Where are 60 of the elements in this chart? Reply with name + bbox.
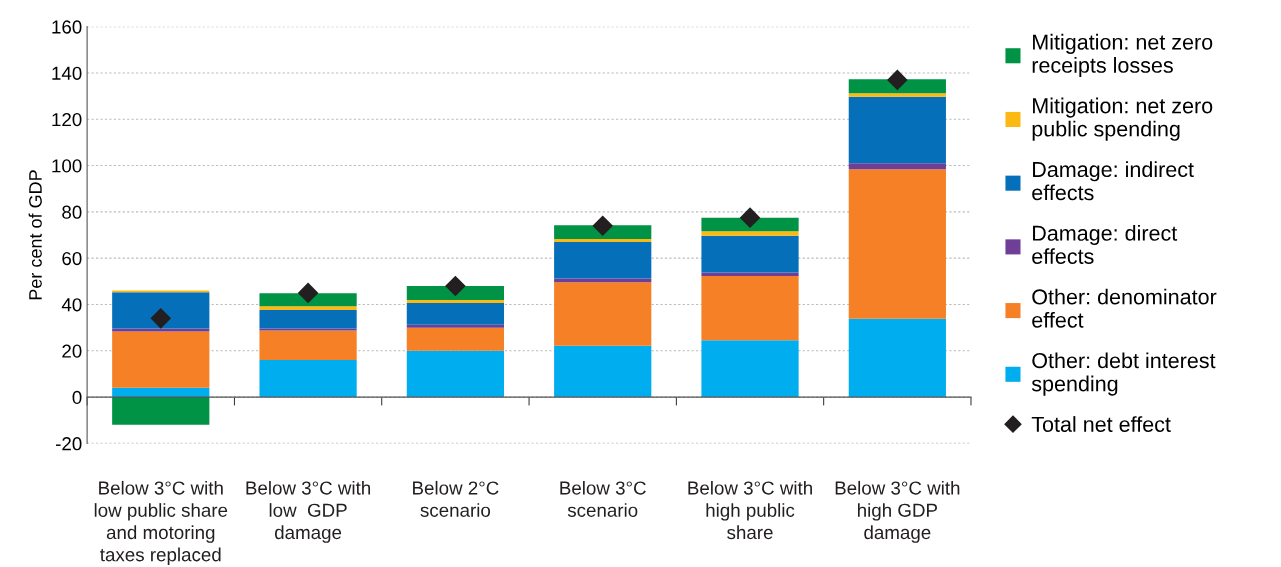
point: [887, 69, 908, 91]
bar: [848, 93, 946, 97]
bar: [112, 328, 210, 332]
y-tick-label: 20: [62, 344, 82, 358]
point: [592, 215, 614, 237]
bar: [406, 324, 505, 328]
bar: [259, 310, 357, 329]
bar: [406, 303, 505, 325]
bar: [554, 345, 652, 398]
y-tick-label: 0: [72, 390, 82, 405]
x-tick-label: Below 3°C with low GDP damage: [246, 480, 371, 543]
x-tick-label: Below 3°C with high GDP damage: [835, 480, 960, 543]
bar: [701, 231, 799, 236]
bar: [554, 241, 652, 279]
y-axis-title: Per cent of GDP: [28, 170, 42, 300]
legend-label: Other: debt interest spending: [1031, 352, 1216, 396]
bar: [259, 330, 357, 361]
y-tick-label: 40: [61, 298, 82, 312]
y-tick-label: 140: [52, 66, 82, 80]
bar: [701, 235, 799, 273]
bar: [848, 79, 946, 94]
y-tick-label: 60: [62, 251, 82, 266]
bar: [554, 225, 652, 239]
y-tick-label: 120: [52, 112, 82, 127]
bar: [701, 340, 799, 398]
bar: [259, 293, 357, 307]
legend-label: Total net effect: [1031, 416, 1171, 432]
bar: [848, 96, 946, 164]
y-tick-label: -20: [55, 437, 82, 451]
bar: [848, 169, 946, 319]
y-tick-label: 160: [52, 20, 82, 34]
legend-label: Other: denominator effect: [1032, 288, 1217, 328]
bar: [112, 397, 210, 425]
bar: [259, 360, 357, 398]
bar: [406, 285, 505, 301]
bar: [406, 300, 505, 304]
x-tick-label: Below 3°C with low public share and motoring taxes replaced: [94, 480, 228, 566]
bar: [259, 306, 357, 311]
bar: [848, 318, 946, 398]
bar: [112, 331, 210, 388]
legend-label: Damage: indirect effects: [1032, 161, 1194, 201]
bar: [848, 163, 946, 170]
bar: [554, 238, 652, 242]
point: [297, 282, 319, 304]
point: [739, 207, 761, 228]
x-tick-label: Below 3°C scenario: [560, 480, 646, 517]
y-tick-label: 100: [52, 159, 82, 173]
x-tick-label: Below 2°C scenario: [413, 480, 499, 517]
point: [150, 308, 172, 329]
point: [445, 275, 466, 297]
legend-label: Mitigation: net zero public spending: [1032, 97, 1213, 141]
y-tick-label: 80: [62, 205, 82, 219]
bar: [112, 292, 210, 329]
bar: [406, 327, 505, 351]
bar: [701, 276, 799, 341]
legend-label: Damage: direct effects: [1032, 224, 1178, 264]
bar: [554, 282, 652, 346]
x-tick-label: Below 3°C with high public share: [688, 480, 812, 540]
legend-label: Mitigation: net zero receipts losses: [1032, 33, 1213, 78]
bar: [406, 350, 505, 398]
